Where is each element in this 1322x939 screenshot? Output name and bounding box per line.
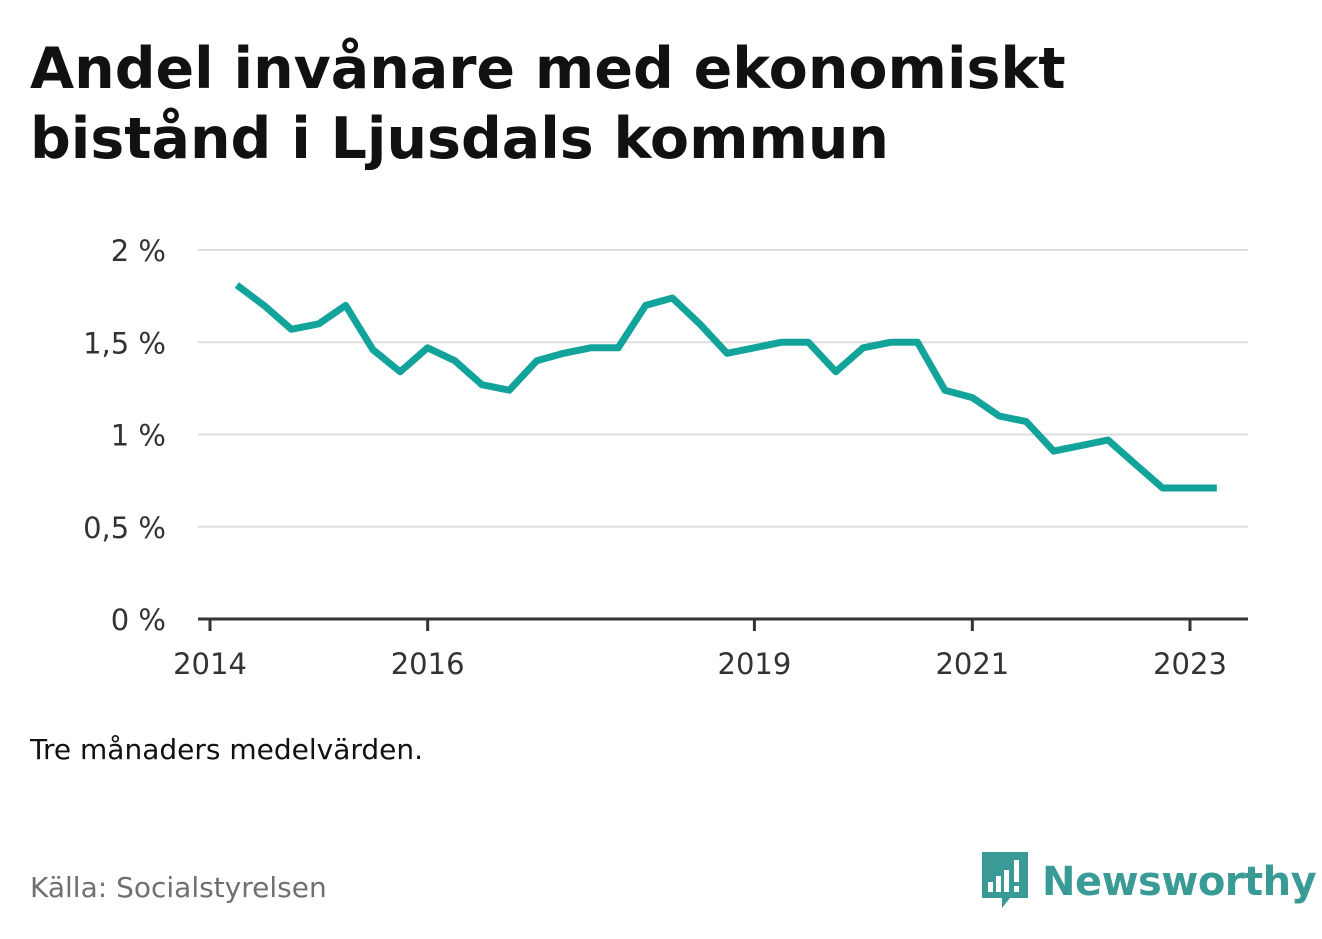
data-point: [914, 339, 920, 345]
y-tick-label: 1 %: [111, 419, 166, 453]
data-point: [261, 302, 267, 308]
x-axis: [198, 617, 1248, 631]
data-point: [1132, 461, 1138, 467]
x-tick-label: 2021: [935, 647, 1009, 681]
line-chart: 0 % 0,5 % 1 % 1,5 % 2 % 2014 2016 2019 2021 2023: [83, 234, 1248, 681]
data-point: [643, 302, 649, 308]
brand-name: Newsworthy: [1042, 859, 1317, 905]
data-point: [534, 358, 540, 364]
data-point: [996, 413, 1002, 419]
data-point: [669, 295, 675, 301]
data-point: [1105, 437, 1111, 443]
data-point: [615, 345, 621, 351]
chart-note: Tre månaders medelvärden.: [30, 733, 424, 766]
x-axis-tick-labels: 2014 2016 2019 2021 2023: [173, 647, 1227, 681]
data-point: [234, 282, 240, 288]
chart-title: Andel invånare med ekonomiskt bistånd i …: [30, 36, 1066, 172]
data-point: [1051, 448, 1057, 454]
source-text: Källa: Socialstyrelsen: [30, 871, 327, 904]
data-point: [588, 345, 594, 351]
data-point: [425, 345, 431, 351]
data-point: [343, 302, 349, 308]
data-point: [370, 347, 376, 353]
data-point: [479, 382, 485, 388]
x-tick-label: 2014: [173, 647, 247, 681]
y-tick-label: 0 %: [111, 603, 166, 637]
data-point: [1023, 419, 1029, 425]
data-point: [1214, 485, 1220, 491]
y-tick-label: 0,5 %: [83, 511, 166, 545]
data-point: [1160, 485, 1166, 491]
series-layer: [234, 282, 1220, 492]
brand-logo[interactable]: Newsworthy: [980, 850, 1317, 914]
data-point: [887, 339, 893, 345]
x-tick-label: 2019: [718, 647, 792, 681]
data-point: [316, 321, 322, 327]
data-point: [724, 350, 730, 356]
y-tick-label: 1,5 %: [83, 326, 166, 360]
newsworthy-logo-icon: [980, 850, 1030, 914]
data-point: [561, 350, 567, 356]
series-line: [234, 282, 1217, 492]
data-point: [288, 326, 294, 332]
data-point: [697, 321, 703, 327]
data-point: [860, 345, 866, 351]
data-point: [452, 358, 458, 364]
data-point: [397, 369, 403, 375]
x-tick-label: 2023: [1153, 647, 1227, 681]
data-point: [805, 339, 811, 345]
y-axis-tick-labels: 0 % 0,5 % 1 % 1,5 % 2 %: [83, 234, 166, 637]
data-point: [751, 345, 757, 351]
data-point: [506, 387, 512, 393]
data-point: [1187, 485, 1193, 491]
data-point: [778, 339, 784, 345]
x-tick-label: 2016: [391, 647, 465, 681]
data-point: [833, 369, 839, 375]
data-point: [942, 387, 948, 393]
gridlines: [198, 249, 1248, 528]
y-tick-label: 2 %: [111, 234, 166, 268]
data-point: [1078, 443, 1084, 449]
data-point: [969, 395, 975, 401]
